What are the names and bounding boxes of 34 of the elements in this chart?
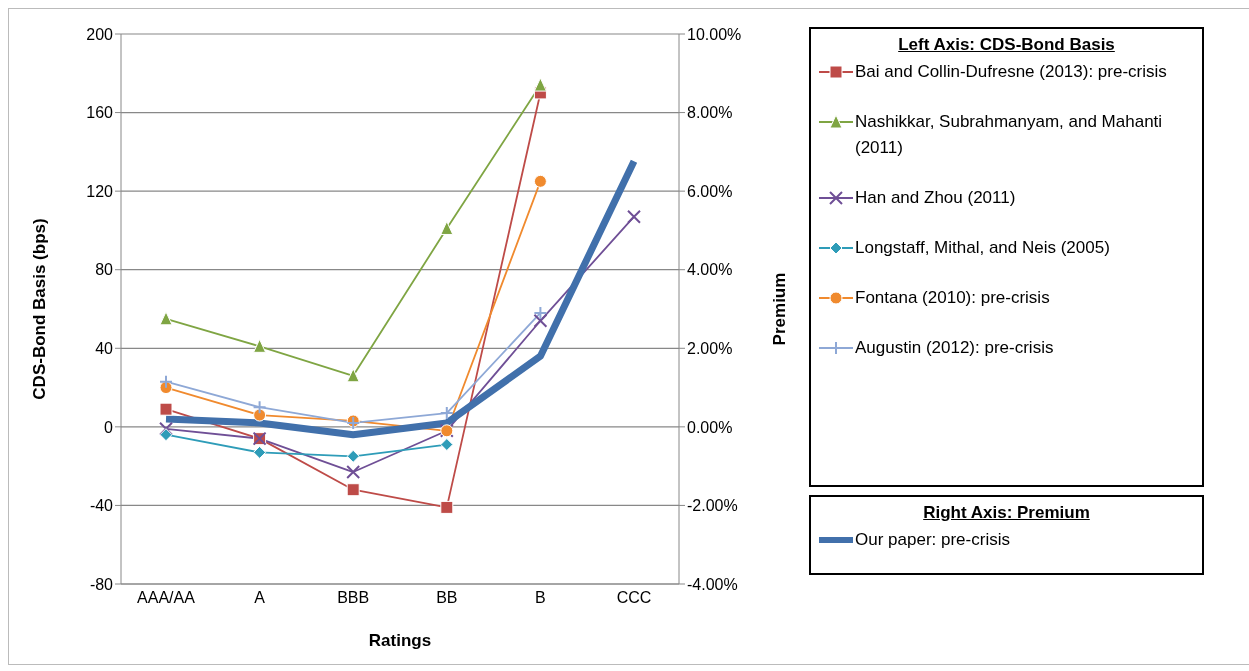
x-tick-label: BB bbox=[436, 589, 458, 607]
legend-label: Han and Zhou (2011) bbox=[855, 187, 1016, 209]
y-tick-label: 40 bbox=[95, 339, 114, 357]
legend-label: Augustin (2012): pre-crisis bbox=[855, 337, 1054, 359]
y-tick-label: -40 bbox=[89, 497, 114, 515]
legend-label: Nashikkar, Subrahmanyam, and Mahanti (2011) bbox=[855, 111, 1164, 159]
legend-label: Bai and Collin-Dufresne (2013): pre-crisis bbox=[855, 61, 1167, 83]
y2-axis-title: Premium bbox=[770, 272, 790, 346]
legend-label: Our paper: pre-crisis bbox=[855, 529, 1010, 551]
y2-tick-label: 10.00% bbox=[687, 25, 742, 43]
y-tick-label: 160 bbox=[86, 104, 114, 122]
y-tick-label: 0 bbox=[104, 418, 114, 436]
legend-label: Fontana (2010): pre-crisis bbox=[855, 287, 1050, 309]
x-tick-label: CCC bbox=[616, 589, 652, 607]
y2-tick-label: 8.00% bbox=[687, 104, 733, 122]
x-axis-title: Ratings bbox=[368, 631, 432, 650]
legend-label: Longstaff, Mithal, and Neis (2005) bbox=[855, 237, 1110, 259]
y-tick-label: 120 bbox=[86, 182, 114, 200]
x-tick-label: A bbox=[254, 589, 266, 607]
y2-tick-label: -2.00% bbox=[687, 497, 738, 515]
x-tick-label: BBB bbox=[337, 589, 370, 607]
y-tick-label: -80 bbox=[89, 575, 114, 593]
y-axis-title: CDS-Bond Basis (bps) bbox=[30, 218, 50, 400]
y-tick-label: 200 bbox=[86, 25, 114, 43]
y2-tick-label: 6.00% bbox=[687, 182, 733, 200]
y2-tick-label: 0.00% bbox=[687, 418, 733, 436]
x-tick-label: B bbox=[535, 589, 546, 607]
y-tick-label: 80 bbox=[95, 261, 114, 279]
x-tick-label: AAA/AA bbox=[137, 589, 196, 607]
y2-tick-label: 2.00% bbox=[687, 339, 733, 357]
text: Right Axis: Premium bbox=[923, 503, 1090, 522]
y2-tick-label: 4.00% bbox=[687, 261, 733, 279]
y2-tick-label: -4.00% bbox=[687, 575, 738, 593]
text: Left Axis: CDS-Bond Basis bbox=[898, 35, 1115, 54]
